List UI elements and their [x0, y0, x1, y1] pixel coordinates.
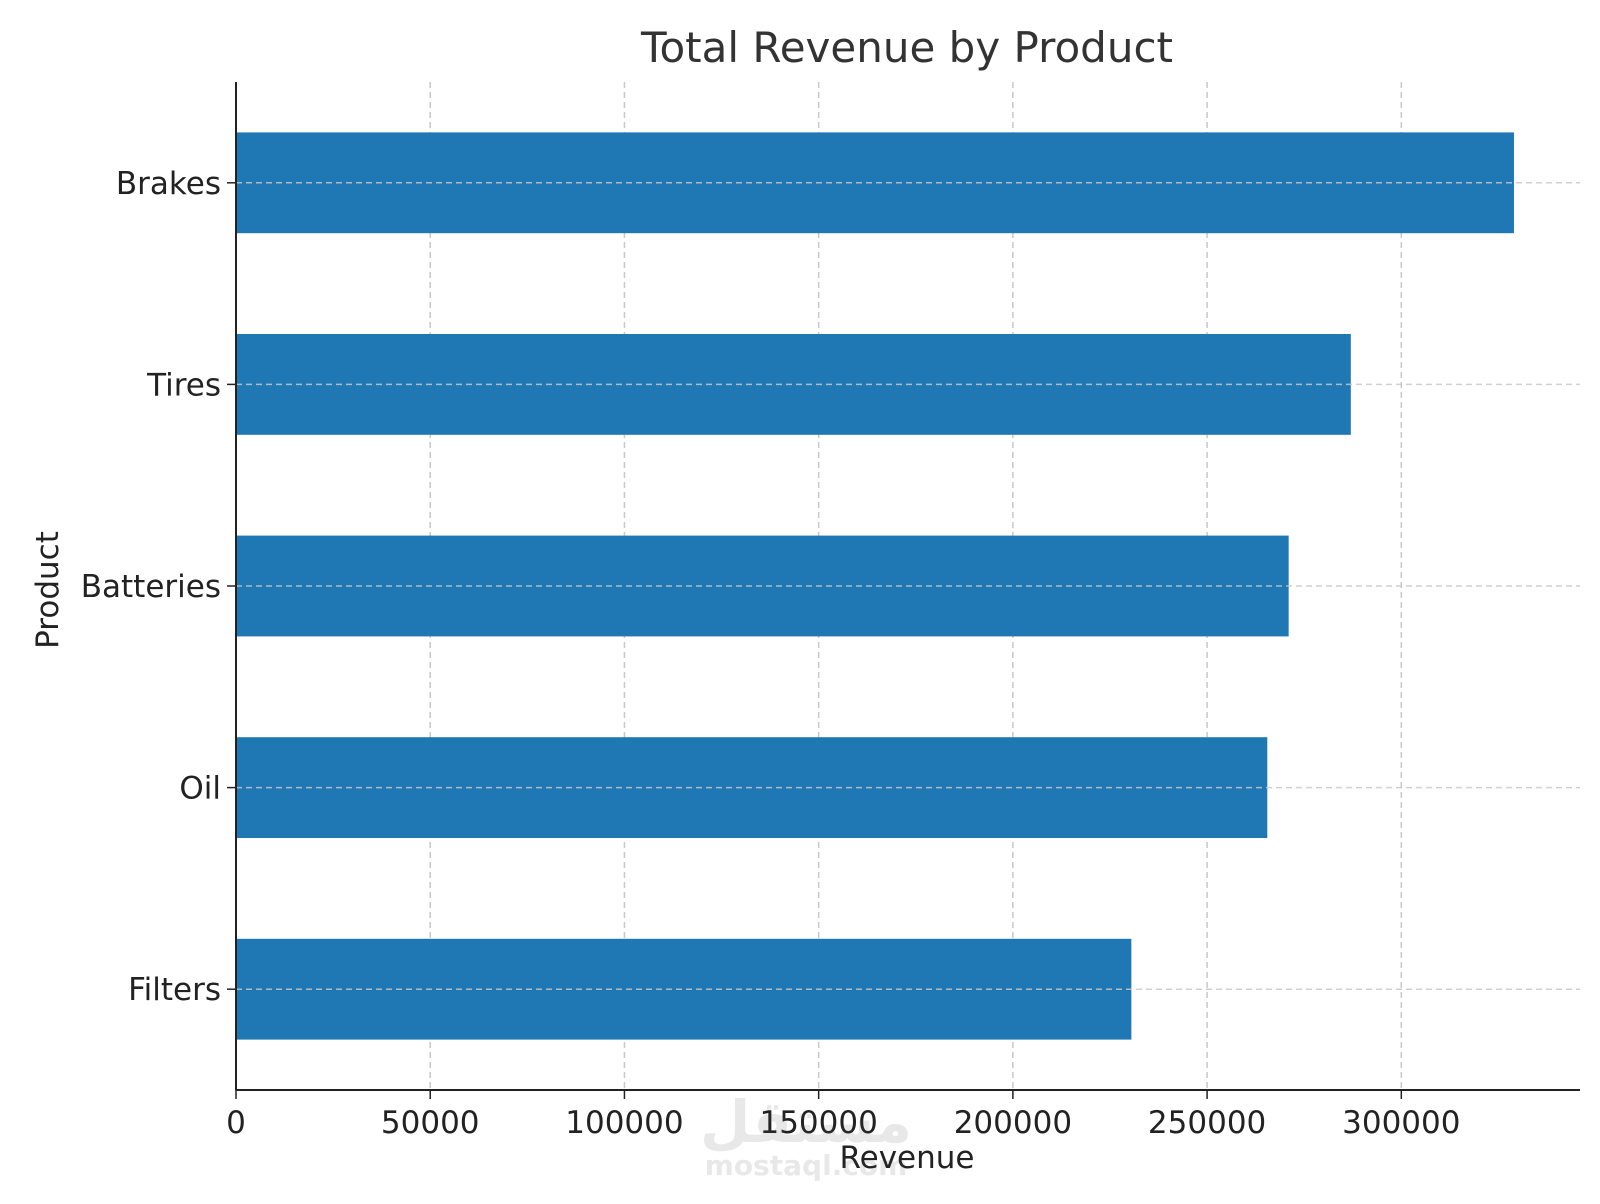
- bar-tires: [236, 334, 1351, 435]
- y-tick-label: Brakes: [116, 166, 221, 202]
- x-tick-label: 100000: [565, 1105, 683, 1141]
- bar-filters: [236, 938, 1132, 1040]
- y-tick-label: Filters: [128, 972, 221, 1008]
- watermark-latin: mostaql.com: [705, 1149, 908, 1182]
- y-tick-label: Batteries: [81, 569, 221, 605]
- y-axis-label: Product: [30, 531, 66, 649]
- x-axis-label: Revenue: [839, 1140, 974, 1176]
- ticks-layer: Brakes Tires Batteries Oil Filters 0 50000 1000…: [81, 166, 1461, 1141]
- x-tick-label: 0: [226, 1105, 246, 1141]
- horizontal-grid-layer: [236, 182, 1580, 990]
- x-tick-label: 250000: [1148, 1105, 1266, 1141]
- x-tick-label: 150000: [759, 1105, 877, 1141]
- watermark-arabic: مستقل: [700, 1088, 912, 1156]
- y-tick-label: Oil: [179, 771, 221, 807]
- y-tick-label: Tires: [146, 367, 221, 403]
- x-tick-label: 300000: [1342, 1105, 1460, 1141]
- x-tick-label: 50000: [381, 1105, 480, 1141]
- watermark-logo: مستقل mostaql.com: [700, 1088, 912, 1182]
- chart-title: Total Revenue by Product: [640, 23, 1173, 72]
- x-tick-label: 200000: [954, 1105, 1072, 1141]
